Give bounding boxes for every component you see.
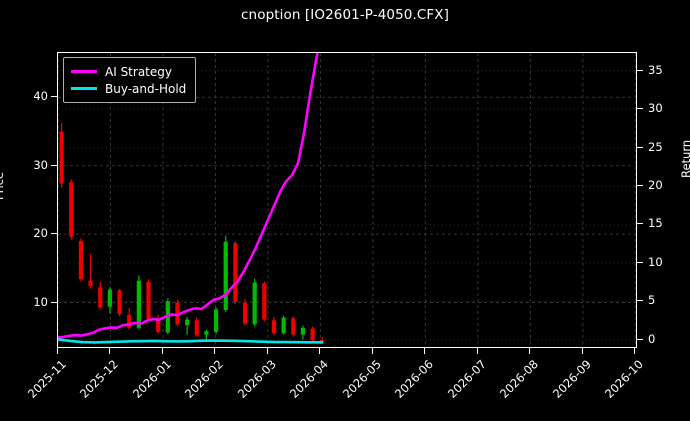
y-axis-tick-mark-right [637, 185, 643, 186]
y-axis-tick-mark-right [637, 70, 643, 71]
x-axis-tick-mark [634, 348, 635, 354]
x-axis-tick-mark [372, 348, 373, 354]
x-axis-tick-label: 2026-03 [234, 357, 279, 401]
x-axis-tick-label: 2026-08 [497, 357, 542, 401]
x-axis-tick-mark [267, 348, 268, 354]
x-axis-tick-label: 2026-07 [444, 357, 489, 401]
x-axis-tick-mark [477, 348, 478, 354]
x-axis-tick-label: 2026-02 [182, 357, 227, 401]
y-axis-tick-mark-right [637, 262, 643, 263]
x-axis-tick-label: 2026-04 [287, 357, 332, 401]
x-axis-tick-label: 2025-12 [77, 357, 122, 401]
series-line-buy-and-hold [58, 338, 324, 344]
y-axis-tick-mark-right [637, 147, 643, 148]
y-axis-tick-label-right: 35 [648, 62, 663, 77]
y-axis-tick-label-right: 20 [648, 178, 663, 192]
y-axis-tick-mark-left [51, 165, 57, 166]
y-axis-tick-mark-left [51, 302, 57, 303]
x-axis-tick-label: 2025-11 [25, 357, 69, 401]
y-axis-tick-label-right: 25 [648, 139, 663, 154]
y-axis-tick-mark-left [51, 96, 57, 97]
legend-item[interactable]: AI Strategy [71, 63, 186, 80]
y-axis-tick-label-left: 40 [33, 89, 48, 104]
x-axis-tick-label: 2026-10 [602, 357, 647, 401]
legend-label: Buy-and-Hold [105, 81, 187, 96]
x-axis-tick-mark [162, 348, 163, 354]
x-axis-tick-mark [424, 348, 425, 354]
series-line-ai-strategy [58, 53, 319, 339]
y-axis-tick-label-left: 30 [33, 157, 48, 172]
x-axis-tick-label: 2026-01 [129, 357, 174, 401]
x-axis-tick-mark [57, 348, 58, 354]
y-axis-tick-label-right: 15 [648, 216, 663, 231]
x-axis-tick-mark [109, 348, 110, 354]
y-axis-tick-mark-left [51, 233, 57, 234]
y-axis-tick-mark-right [637, 300, 643, 301]
x-axis-tick-mark [582, 348, 583, 354]
legend-item[interactable]: Buy-and-Hold [71, 80, 186, 97]
y-axis-tick-label-right: 0 [648, 331, 656, 346]
y-axis-tick-label-left: 10 [33, 294, 48, 309]
y-axis-tick-label-right: 5 [648, 293, 656, 308]
x-axis-tick-label: 2026-09 [549, 357, 594, 401]
y-axis-tick-label-right: 10 [648, 254, 663, 269]
y-axis-label-right: Return [679, 139, 690, 178]
x-axis-tick-label: 2026-06 [392, 357, 437, 401]
y-axis-tick-mark-right [637, 108, 643, 109]
legend-color-swatch [71, 87, 97, 90]
y-axis-label-left: Price [0, 171, 6, 200]
x-axis-tick-label: 2026-05 [339, 357, 384, 401]
legend-color-swatch [71, 70, 97, 73]
y-axis-tick-mark-right [637, 223, 643, 224]
x-axis-tick-mark [529, 348, 530, 354]
series-layer [58, 53, 325, 344]
legend-label: AI Strategy [105, 64, 172, 79]
x-axis-tick-mark [319, 348, 320, 354]
x-axis-tick-mark [214, 348, 215, 354]
y-axis-tick-label-left: 20 [33, 226, 48, 241]
y-axis-tick-mark-right [637, 339, 643, 340]
y-axis-tick-label-right: 30 [648, 101, 663, 116]
page-title: cnoption [IO2601-P-4050.CFX] [241, 7, 449, 23]
chart-legend: AI Strategy Buy-and-Hold [63, 57, 197, 103]
